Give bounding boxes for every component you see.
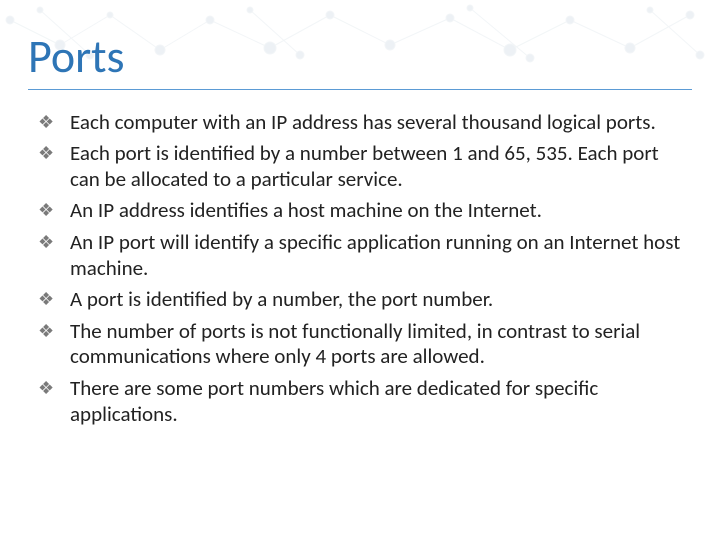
bullet-list: Each computer with an IP address has sev…	[28, 110, 692, 428]
slide-title: Ports	[28, 32, 692, 83]
list-item: An IP address identifies a host machine …	[36, 198, 682, 224]
list-item: Each computer with an IP address has sev…	[36, 110, 682, 136]
list-item: The number of ports is not functionally …	[36, 319, 682, 370]
list-item: An IP port will identify a specific appl…	[36, 230, 682, 281]
title-rule	[28, 89, 692, 90]
list-item: Each port is identified by a number betw…	[36, 141, 682, 192]
list-item: There are some port numbers which are de…	[36, 376, 682, 427]
list-item: A port is identified by a number, the po…	[36, 287, 682, 313]
slide-container: Ports Each computer with an IP address h…	[0, 0, 720, 540]
